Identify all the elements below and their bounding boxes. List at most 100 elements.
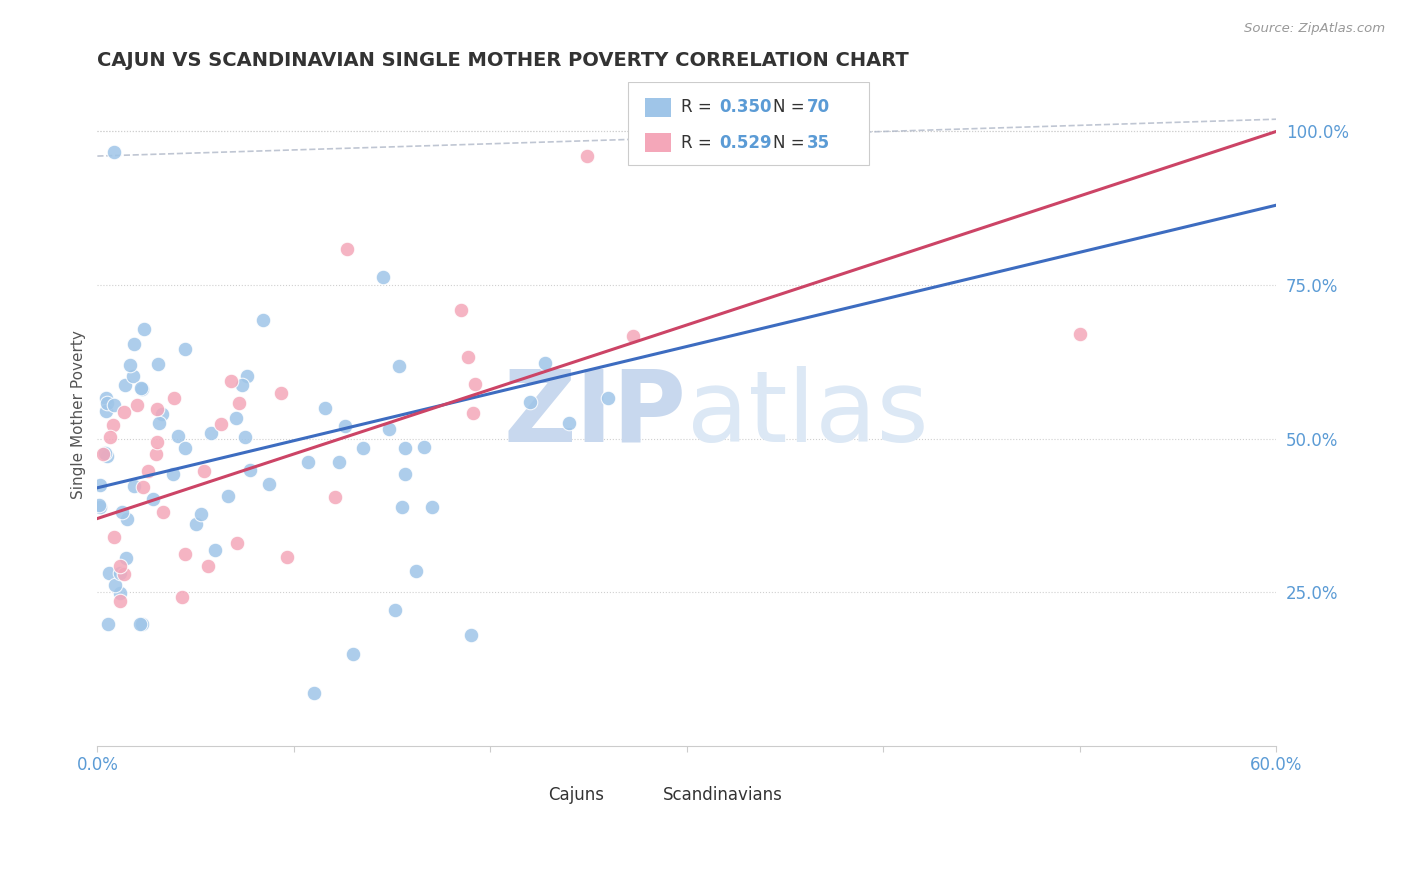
Point — [114, 378, 136, 392]
Point — [96, 396, 118, 410]
Point — [122, 336, 145, 351]
Point — [422, 500, 444, 515]
Point — [129, 616, 152, 631]
Point — [110, 586, 132, 600]
Point — [328, 455, 350, 469]
Text: atlas: atlas — [686, 366, 928, 463]
Point — [94, 391, 117, 405]
Point — [112, 566, 135, 581]
Point — [190, 507, 212, 521]
FancyBboxPatch shape — [645, 98, 672, 117]
Text: 0.529: 0.529 — [720, 134, 772, 152]
Point — [233, 430, 256, 444]
Point — [252, 313, 274, 327]
Text: N =: N = — [773, 98, 810, 117]
Point — [132, 322, 155, 336]
Point — [103, 418, 125, 433]
Point — [174, 547, 197, 561]
Point — [259, 477, 281, 491]
Point — [394, 441, 416, 455]
Point — [450, 302, 472, 317]
Point — [323, 491, 346, 505]
Point — [461, 406, 484, 420]
Point — [384, 603, 406, 617]
Point — [217, 489, 239, 503]
Point — [378, 422, 401, 436]
Point — [120, 359, 142, 373]
Point — [111, 505, 134, 519]
Point — [115, 551, 138, 566]
Point — [91, 447, 114, 461]
Point — [94, 404, 117, 418]
Point — [131, 382, 153, 396]
Point — [152, 505, 174, 519]
Point — [352, 441, 374, 455]
Point — [98, 430, 121, 444]
Point — [150, 407, 173, 421]
Point — [558, 417, 581, 431]
Point — [211, 417, 233, 431]
Point — [342, 647, 364, 661]
Point — [184, 516, 207, 531]
Point — [219, 374, 242, 388]
Text: R =: R = — [681, 98, 717, 117]
Point — [145, 447, 167, 461]
Point — [394, 467, 416, 481]
Point — [236, 369, 259, 384]
Point — [533, 356, 555, 370]
Point — [621, 328, 644, 343]
Point — [145, 402, 167, 417]
Point — [225, 411, 247, 425]
Text: 0.350: 0.350 — [720, 98, 772, 117]
Point — [231, 377, 253, 392]
Text: Scandinavians: Scandinavians — [664, 786, 783, 804]
Point — [108, 566, 131, 580]
Point — [97, 617, 120, 632]
Point — [93, 445, 115, 459]
Point — [104, 578, 127, 592]
Point — [146, 435, 169, 450]
Point — [228, 395, 250, 409]
FancyBboxPatch shape — [645, 133, 672, 152]
Point — [103, 398, 125, 412]
Point — [166, 429, 188, 443]
Point — [163, 391, 186, 405]
Point — [336, 242, 359, 256]
Point — [131, 381, 153, 395]
Y-axis label: Single Mother Poverty: Single Mother Poverty — [72, 330, 86, 499]
Point — [314, 401, 336, 416]
Point — [297, 455, 319, 469]
Point — [204, 543, 226, 558]
Point — [270, 386, 292, 401]
Point — [519, 395, 541, 409]
Point — [112, 405, 135, 419]
Point — [373, 269, 395, 284]
Point — [200, 426, 222, 441]
Point — [89, 478, 111, 492]
Point — [170, 590, 193, 604]
Point — [142, 491, 165, 506]
FancyBboxPatch shape — [517, 787, 540, 804]
Point — [136, 464, 159, 478]
Point — [575, 149, 598, 163]
Text: R =: R = — [681, 134, 717, 152]
Point — [598, 391, 620, 405]
Point — [197, 558, 219, 573]
Point — [108, 593, 131, 607]
FancyBboxPatch shape — [628, 82, 869, 165]
Point — [117, 512, 139, 526]
Text: Source: ZipAtlas.com: Source: ZipAtlas.com — [1244, 22, 1385, 36]
Point — [174, 441, 197, 455]
Point — [391, 500, 413, 515]
Point — [174, 343, 197, 357]
Point — [464, 376, 486, 391]
Point — [108, 559, 131, 574]
Point — [98, 566, 121, 580]
Point — [457, 350, 479, 364]
Point — [193, 464, 215, 478]
Text: N =: N = — [773, 134, 810, 152]
Point — [146, 357, 169, 371]
Point — [225, 536, 247, 550]
Point — [125, 398, 148, 412]
Point — [148, 416, 170, 430]
